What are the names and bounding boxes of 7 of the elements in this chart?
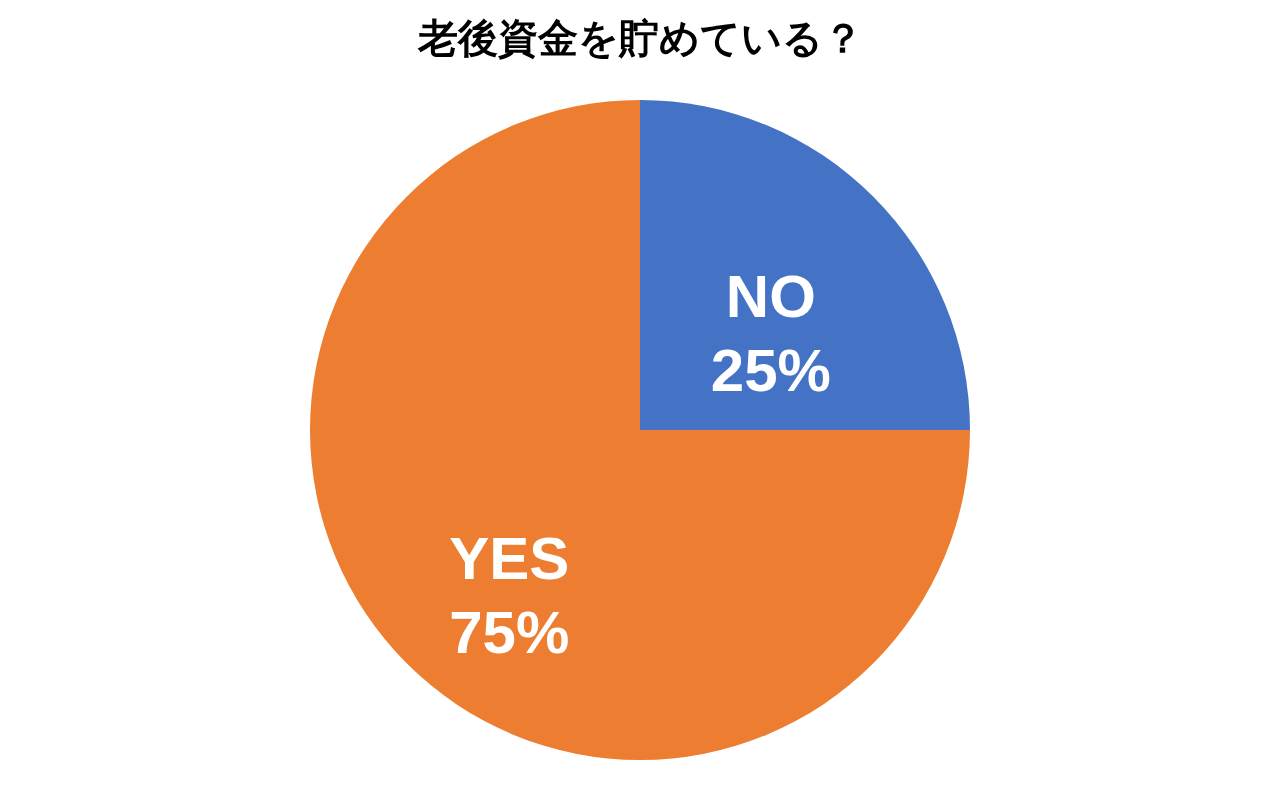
slice-label: YES xyxy=(449,524,570,592)
chart-title: 老後資金を貯めている？ xyxy=(416,15,863,61)
pie-slice xyxy=(310,100,970,760)
slice-label: NO xyxy=(725,263,816,331)
pie-slice xyxy=(640,100,970,430)
data-label: 25% xyxy=(710,337,831,405)
data-label: 75% xyxy=(449,598,570,666)
